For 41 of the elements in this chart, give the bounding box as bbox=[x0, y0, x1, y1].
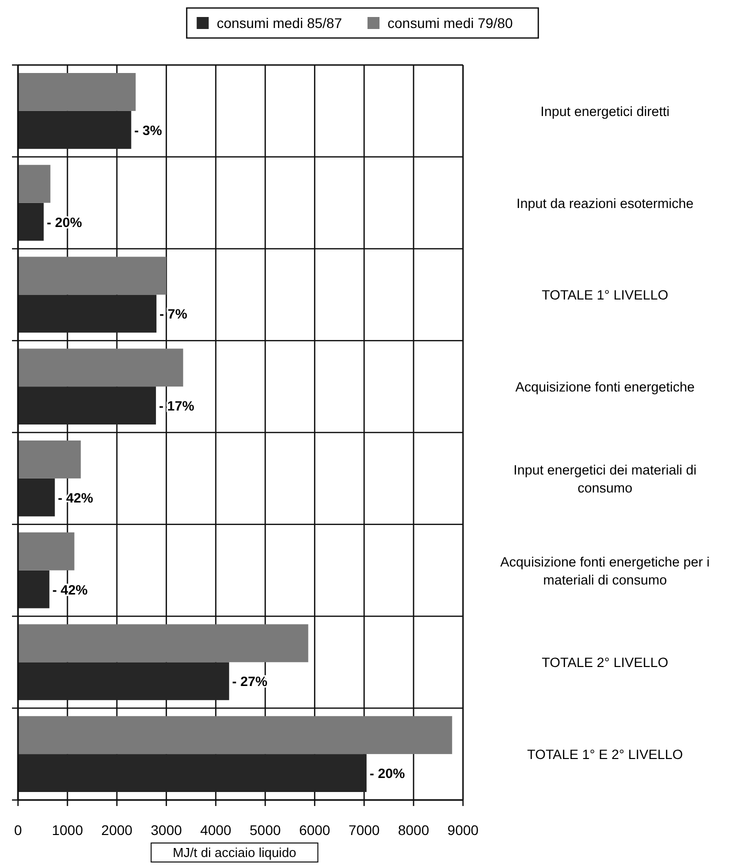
annotation: - 20% bbox=[370, 766, 405, 782]
x-tick-label: 2000 bbox=[101, 822, 133, 838]
y-tick-label: Input da reazioni esotermiche bbox=[516, 196, 694, 211]
bar bbox=[18, 662, 230, 700]
x-tick-label: 5000 bbox=[250, 822, 282, 838]
bar bbox=[18, 73, 136, 111]
y-tick-label: Acquisizione fonti energetiche bbox=[515, 380, 695, 395]
x-tick-label: 6000 bbox=[299, 822, 330, 838]
bar bbox=[18, 478, 55, 516]
bar bbox=[18, 202, 44, 241]
bar bbox=[18, 754, 367, 792]
bar bbox=[18, 110, 132, 149]
bar bbox=[18, 532, 74, 570]
bar bbox=[18, 256, 166, 295]
annotation: - 17% bbox=[158, 398, 194, 414]
bar bbox=[18, 624, 308, 662]
x-tick-label: 3000 bbox=[150, 822, 182, 838]
y-tick-label: TOTALE 2° LIVELLO bbox=[542, 655, 668, 670]
bar bbox=[18, 570, 50, 608]
y-tick-label: Input energetici dei materiali di consumo bbox=[513, 462, 697, 496]
x-tick-label: 8000 bbox=[398, 822, 430, 838]
x-tick-label: 7000 bbox=[348, 822, 380, 838]
annotation: - 7% bbox=[159, 306, 188, 322]
bar bbox=[18, 164, 50, 203]
x-tick-label: 0 bbox=[14, 822, 22, 838]
legend-label: consumi medi 79/80 bbox=[388, 15, 514, 31]
y-tick-label: Acquisizione fonti energetiche per i materiali di consumo bbox=[500, 554, 710, 588]
x-tick-label: 4000 bbox=[200, 822, 232, 838]
x-axis-title: MJ/t di acciaio liquido bbox=[172, 845, 296, 860]
annotation: - 3% bbox=[134, 122, 162, 138]
y-tick-label: TOTALE 1° LIVELLO bbox=[542, 288, 668, 303]
legend-label: consumi medi 85/87 bbox=[216, 15, 342, 31]
x-tick-label: 9000 bbox=[447, 822, 479, 838]
bar bbox=[18, 348, 184, 387]
y-tick-label: Input energetici diretti bbox=[540, 104, 670, 119]
bar bbox=[18, 716, 452, 754]
bar bbox=[18, 386, 156, 424]
bar bbox=[18, 294, 156, 333]
y-tick-label: TOTALE 1° E 2° LIVELLO bbox=[527, 747, 683, 762]
x-tick-label: 1000 bbox=[52, 822, 84, 838]
bar bbox=[18, 440, 81, 478]
